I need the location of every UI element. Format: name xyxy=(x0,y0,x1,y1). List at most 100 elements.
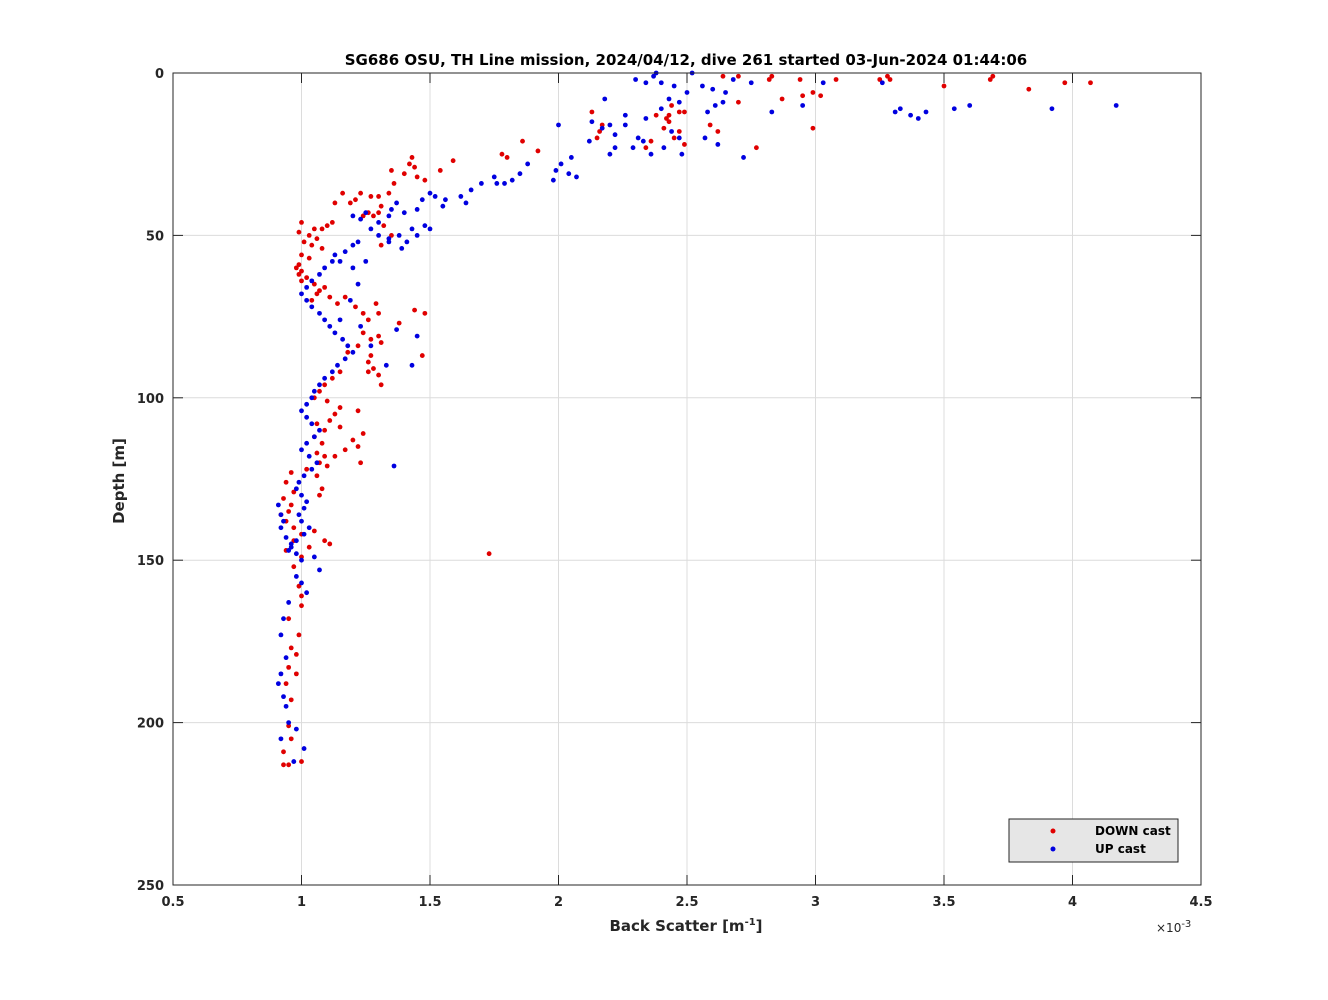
data-point-down-cast xyxy=(941,83,947,89)
data-point-down-cast xyxy=(337,424,343,430)
data-point-up-cast xyxy=(286,720,292,725)
data-point-down-cast xyxy=(342,447,348,453)
data-point-up-cast xyxy=(304,414,310,420)
data-point-down-cast xyxy=(391,181,397,186)
data-point-down-cast xyxy=(666,112,672,118)
data-point-up-cast xyxy=(589,119,595,125)
data-point-up-cast xyxy=(607,151,613,157)
data-point-up-cast xyxy=(376,220,381,225)
data-point-down-cast xyxy=(360,330,366,336)
data-point-down-cast xyxy=(296,262,302,268)
data-point-up-cast xyxy=(317,382,322,388)
data-point-up-cast xyxy=(409,226,415,232)
data-point-down-cast xyxy=(676,109,682,115)
data-point-up-cast xyxy=(322,265,328,271)
data-point-up-cast xyxy=(607,122,613,128)
data-point-down-cast xyxy=(368,353,374,358)
data-point-up-cast xyxy=(340,336,346,342)
data-point-up-cast xyxy=(322,375,328,381)
data-point-up-cast xyxy=(299,518,304,524)
data-point-down-cast xyxy=(299,220,304,225)
data-point-up-cast xyxy=(309,466,315,472)
data-point-up-cast xyxy=(350,213,356,219)
tick-marks xyxy=(172,72,1202,886)
data-point-up-cast xyxy=(342,356,348,362)
data-point-up-cast xyxy=(633,77,638,82)
data-point-up-cast xyxy=(820,80,826,86)
legend-label-up-cast: UP cast xyxy=(1095,842,1146,856)
data-point-up-cast xyxy=(491,174,497,180)
data-point-up-cast xyxy=(612,145,618,151)
data-point-down-cast xyxy=(293,671,299,677)
data-point-up-cast xyxy=(394,327,399,332)
data-point-up-cast xyxy=(332,252,338,258)
data-point-down-cast xyxy=(355,343,361,349)
data-point-down-cast xyxy=(800,93,806,99)
data-point-down-cast xyxy=(299,278,304,284)
data-point-down-cast xyxy=(329,375,335,381)
data-point-down-cast xyxy=(365,317,371,323)
data-point-up-cast xyxy=(293,574,299,579)
x-axis-exponent: ×10-3 xyxy=(1156,919,1191,935)
data-point-up-cast xyxy=(304,297,310,303)
data-point-up-cast xyxy=(335,362,340,368)
data-point-down-cast xyxy=(296,229,302,235)
data-point-down-cast xyxy=(707,122,713,128)
data-point-down-cast xyxy=(306,255,312,261)
data-point-up-cast xyxy=(332,330,338,336)
data-point-down-cast xyxy=(715,129,721,134)
data-point-down-cast xyxy=(766,77,772,82)
data-point-down-cast xyxy=(450,158,456,164)
data-point-up-cast xyxy=(509,177,515,183)
data-point-down-cast xyxy=(594,135,600,141)
data-point-down-cast xyxy=(486,551,492,557)
data-point-down-cast xyxy=(314,450,320,456)
data-point-down-cast xyxy=(358,190,364,196)
series-up-cast xyxy=(275,70,1119,764)
data-point-up-cast xyxy=(304,590,310,596)
data-point-down-cast xyxy=(291,525,297,531)
data-point-up-cast xyxy=(317,310,322,316)
data-point-up-cast xyxy=(517,171,523,177)
data-point-down-cast xyxy=(283,479,289,485)
chart-title: SG686 OSU, TH Line mission, 2024/04/12, … xyxy=(345,51,1028,69)
data-point-down-cast xyxy=(299,603,304,609)
data-point-down-cast xyxy=(589,109,595,115)
data-point-down-cast xyxy=(990,73,996,79)
data-point-up-cast xyxy=(712,103,718,108)
data-point-down-cast xyxy=(389,168,394,173)
data-point-up-cast xyxy=(730,77,736,82)
data-point-up-cast xyxy=(288,541,294,547)
data-point-down-cast xyxy=(299,268,304,274)
data-point-up-cast xyxy=(502,181,507,186)
data-point-up-cast xyxy=(401,210,407,216)
y-tick-label: 100 xyxy=(137,392,164,407)
data-point-down-cast xyxy=(332,200,338,206)
data-point-up-cast xyxy=(327,323,333,329)
data-point-down-cast xyxy=(345,349,351,355)
data-point-up-cast xyxy=(383,362,389,368)
data-point-up-cast xyxy=(404,239,410,245)
data-point-up-cast xyxy=(612,132,618,138)
data-point-up-cast xyxy=(301,531,307,537)
y-tick-labels: 0 50 100 150 200 250 xyxy=(137,67,164,894)
data-point-up-cast xyxy=(293,538,299,544)
data-point-up-cast xyxy=(458,194,464,199)
y-tick-label: 250 xyxy=(137,879,164,894)
data-point-down-cast xyxy=(317,288,322,294)
data-point-up-cast xyxy=(299,557,304,563)
data-point-up-cast xyxy=(414,333,420,339)
data-point-up-cast xyxy=(468,187,474,193)
y-tick-label: 50 xyxy=(146,229,164,244)
x-tick-label: 3 xyxy=(811,895,820,910)
data-point-down-cast xyxy=(987,77,993,82)
data-point-down-cast xyxy=(309,242,315,248)
data-point-up-cast xyxy=(275,502,281,508)
data-point-up-cast xyxy=(897,106,903,112)
data-point-up-cast xyxy=(283,703,289,709)
data-point-down-cast xyxy=(288,736,294,742)
data-point-down-cast xyxy=(414,174,420,180)
data-point-down-cast xyxy=(337,405,343,410)
data-point-up-cast xyxy=(967,103,973,108)
